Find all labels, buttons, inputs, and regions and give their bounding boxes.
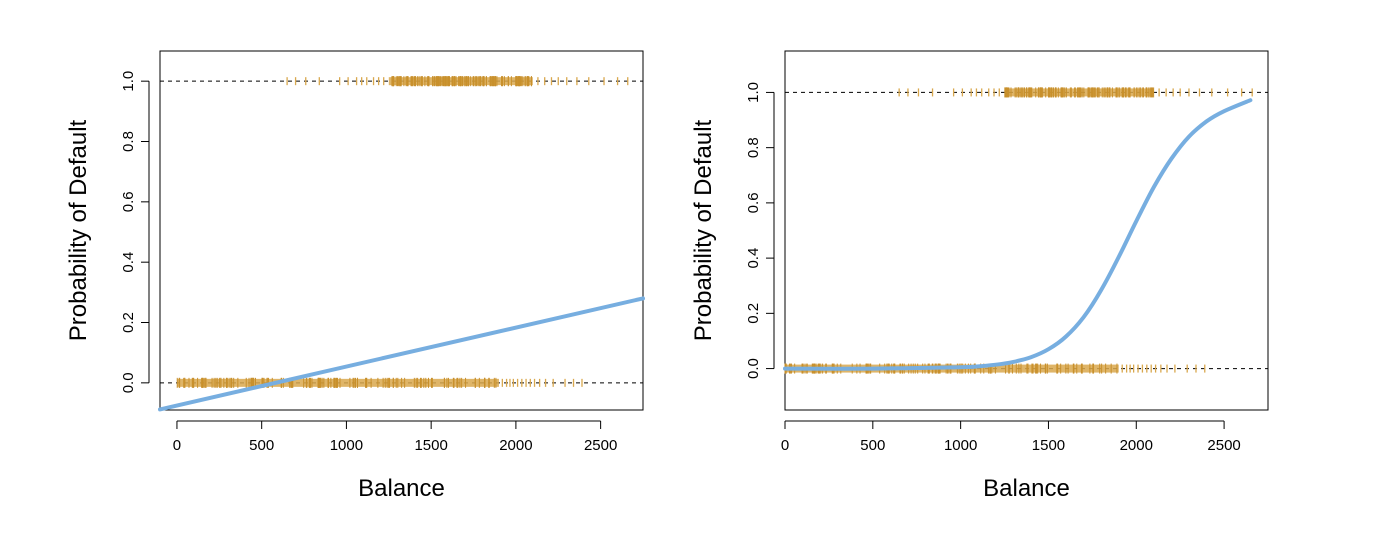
x-tick-label: 1500 xyxy=(1032,437,1065,454)
y-tick-label: 0.6 xyxy=(120,191,137,212)
fit-line-linear xyxy=(158,296,645,412)
rug-default-1 xyxy=(898,87,1253,98)
x-tick-label: 2500 xyxy=(584,437,617,454)
rug-default-1 xyxy=(286,76,629,87)
y-tick-label: 0.8 xyxy=(120,131,137,152)
x-axis-title: Balance xyxy=(358,475,445,502)
y-tick-label: 0.4 xyxy=(745,248,762,269)
plot-frame xyxy=(159,50,644,411)
x-tick-label: 2500 xyxy=(1207,437,1240,454)
right-panel-logistic-regression: 0 500 1000 1500 2000 2500 0.0 0.2 0.4 0.6 0.8 1.0 Ba… xyxy=(690,50,1269,502)
x-axis: 0 500 1000 1500 2000 2500 xyxy=(781,420,1241,454)
y-tick-label: 0.0 xyxy=(120,372,137,393)
x-tick-label: 1500 xyxy=(414,437,447,454)
y-tick-label: 0.0 xyxy=(745,358,762,379)
y-tick-label: 0.8 xyxy=(745,137,762,158)
reference-lines xyxy=(785,91,1268,370)
fit-line-logistic xyxy=(783,98,1253,371)
x-axis: 0 500 1000 1500 2000 2500 xyxy=(173,420,617,454)
y-axis: 0.0 0.2 0.4 0.6 0.8 1.0 xyxy=(745,82,775,379)
x-tick-label: 0 xyxy=(781,437,789,454)
x-tick-label: 500 xyxy=(860,437,885,454)
plot-frame xyxy=(784,50,1269,411)
x-tick-label: 2000 xyxy=(499,437,532,454)
y-tick-label: 0.2 xyxy=(120,312,137,333)
y-axis: 0.0 0.2 0.4 0.6 0.8 1.0 xyxy=(120,71,150,393)
x-tick-label: 0 xyxy=(173,437,181,454)
rug-default-0 xyxy=(176,377,583,388)
y-tick-label: 1.0 xyxy=(120,71,137,92)
x-tick-label: 1000 xyxy=(944,437,977,454)
x-axis-title: Balance xyxy=(983,475,1070,502)
x-tick-label: 2000 xyxy=(1120,437,1153,454)
x-tick-label: 500 xyxy=(249,437,274,454)
y-tick-label: 1.0 xyxy=(745,82,762,103)
y-tick-label: 0.6 xyxy=(745,192,762,213)
x-tick-label: 1000 xyxy=(330,437,363,454)
reference-lines xyxy=(160,80,643,384)
y-axis-title: Probability of Default xyxy=(65,119,92,341)
y-tick-label: 0.2 xyxy=(745,303,762,324)
y-tick-label: 0.4 xyxy=(120,252,137,273)
y-axis-title: Probability of Default xyxy=(690,119,717,341)
left-panel-linear-regression: 0 500 1000 1500 2000 2500 0.0 0.2 0.4 0.6 0.8 1.0 Ba… xyxy=(65,50,645,502)
